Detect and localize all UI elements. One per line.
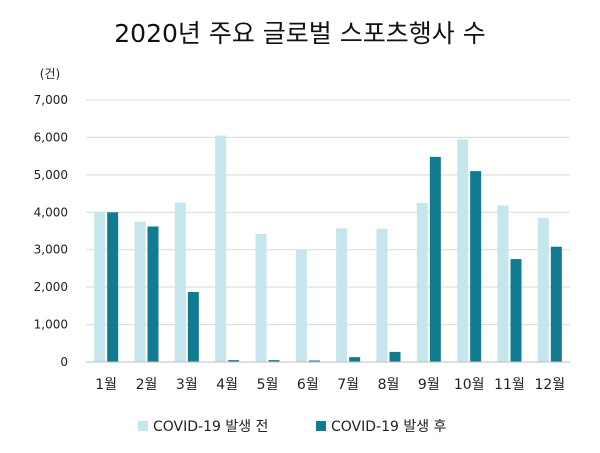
bar-before-12 [537, 217, 549, 362]
x-tick-label: 8월 [378, 377, 400, 393]
x-tick-label: 11월 [494, 377, 525, 393]
bar-before-6 [295, 249, 307, 362]
x-tick-label: 6월 [297, 377, 319, 393]
bars [94, 135, 562, 362]
legend-label-after: COVID-19 발생 후 [331, 419, 447, 435]
x-tick-label: 12월 [534, 377, 565, 393]
bar-before-11 [497, 205, 509, 362]
bar-before-2 [134, 221, 146, 362]
bar-before-1 [94, 212, 106, 362]
bar-before-3 [174, 202, 186, 362]
bar-after-1 [107, 212, 119, 362]
x-tick-label: 9월 [418, 377, 440, 393]
y-tick-label: 1,000 [34, 318, 68, 332]
y-tick-label: 5,000 [34, 168, 68, 182]
bar-before-10 [457, 139, 469, 362]
bar-before-8 [376, 228, 388, 362]
bar-after-5 [268, 360, 280, 362]
y-tick-label: 7,000 [34, 93, 68, 107]
bar-after-7 [349, 357, 361, 362]
legend-label-before: COVID-19 발생 전 [153, 419, 268, 435]
y-tick-label: 2,000 [34, 280, 68, 294]
bar-before-9 [416, 202, 428, 362]
legend-swatch-after [316, 421, 326, 431]
x-axis-ticks: 1월 2월 3월 4월 5월 6월 7월 8월 9월 10월 11월 12월 [95, 377, 565, 393]
y-tick-label: 3,000 [34, 243, 68, 257]
bar-before-5 [255, 233, 267, 362]
bar-after-3 [187, 292, 199, 362]
bar-after-11 [510, 259, 522, 362]
legend: COVID-19 발생 전 COVID-19 발생 후 [138, 419, 447, 435]
bar-before-7 [336, 228, 348, 362]
x-tick-label: 4월 [216, 377, 238, 393]
y-tick-label: 0 [60, 355, 68, 369]
bar-after-6 [308, 360, 320, 362]
x-tick-label: 5월 [257, 377, 279, 393]
bar-before-4 [215, 135, 227, 362]
x-tick-label: 1월 [95, 377, 117, 393]
legend-swatch-before [138, 421, 148, 431]
bar-after-8 [389, 351, 401, 362]
x-tick-label: 3월 [176, 377, 198, 393]
bar-after-2 [147, 226, 159, 362]
gridlines [86, 99, 570, 326]
bar-after-4 [228, 360, 240, 362]
y-tick-label: 6,000 [34, 130, 68, 144]
x-tick-label: 2월 [136, 377, 158, 393]
x-tick-label: 10월 [454, 377, 485, 393]
chart-title: 2020년 주요 글로벌 스포츠행사 수 [114, 19, 485, 48]
y-tick-label: 4,000 [34, 205, 68, 219]
bar-after-10 [470, 171, 482, 362]
y-unit-label: (건) [40, 67, 60, 81]
bar-after-9 [429, 156, 441, 362]
x-tick-label: 7월 [337, 377, 359, 393]
y-axis-ticks: 0 1,000 2,000 3,000 4,000 5,000 6,000 7,000 [34, 93, 68, 369]
bar-after-12 [550, 246, 562, 362]
